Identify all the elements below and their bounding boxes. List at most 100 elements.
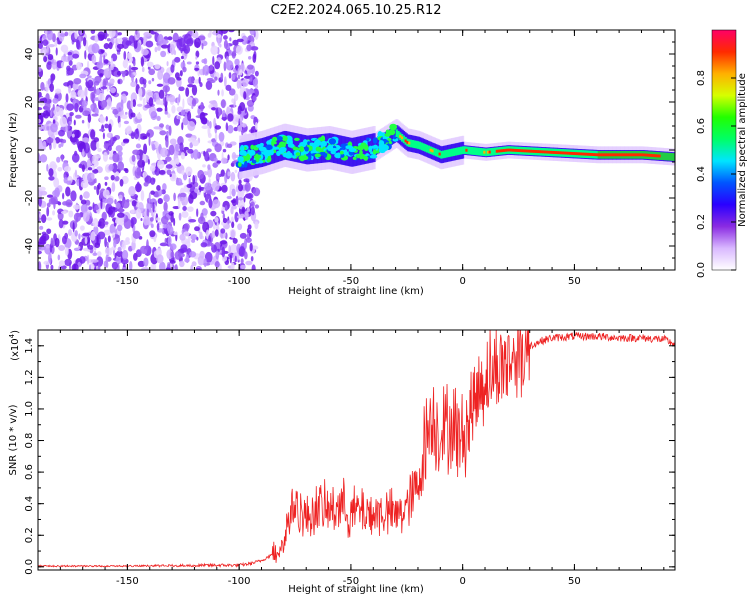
- spectrogram-noise-cell: [90, 30, 96, 34]
- spectrogram-ridge-peak: [629, 153, 633, 157]
- spectrogram-ridge-peak: [585, 152, 588, 156]
- spectrogram-noise-cell: [81, 100, 88, 107]
- spectrogram-noise-cell: [151, 77, 155, 82]
- spectrogram-noise-cell: [235, 45, 243, 55]
- spectrogram-noise-cell: [116, 51, 121, 55]
- spectrogram-noise-cell: [115, 219, 119, 224]
- spectrogram-noise-cell: [135, 30, 138, 35]
- spectrogram-noise-cell: [120, 257, 129, 265]
- spectrogram-ridge-peak: [551, 150, 554, 154]
- spectrogram-ridge-peak: [529, 149, 532, 153]
- spectrogram-ridge-peak: [504, 148, 507, 152]
- spectrogram-ridge-core: [662, 152, 665, 161]
- spectrogram-noise-cell: [130, 66, 139, 71]
- spectrogram-noise-cell: [162, 183, 167, 191]
- spectrogram-noise-cell: [167, 77, 176, 85]
- spectrogram-noise-cell: [138, 87, 143, 98]
- spectrogram-x-tick-label: -50: [343, 276, 359, 287]
- spectrogram-ridge-peak: [622, 153, 625, 157]
- spectrogram-noise-cell: [187, 83, 194, 88]
- snr-multiplier: (x104): [8, 330, 21, 361]
- snr-panel: -150 -100 -50 0 50 0.00.20.40.60.81.01.21.4 …: [8, 329, 676, 595]
- spectrogram-noise-cell: [198, 76, 201, 85]
- spectrogram-noise-cell: [55, 47, 58, 56]
- spectrogram-noise-cell: [162, 96, 166, 106]
- spectrogram-ridge-blob: [299, 155, 305, 162]
- figure-title: C2E2.2024.065.10.25.R12: [270, 3, 441, 18]
- spectrogram-ridge-peak: [617, 153, 620, 157]
- spectrogram-noise-cell: [207, 120, 210, 127]
- spectrogram-noise-cell: [175, 157, 180, 165]
- spectrogram-noise-cell: [46, 217, 53, 221]
- spectrogram-noise-cell: [244, 251, 248, 260]
- spectrogram-noise-cell: [64, 31, 69, 37]
- snr-y-ticks: 0.0 0.2 0.4 0.6 0.8 1.0 1.2 1.4: [24, 329, 675, 575]
- spectrogram-ridge-core: [672, 153, 675, 161]
- spectrogram-noise-cell: [97, 31, 105, 41]
- spectrogram-ridge-peak: [595, 153, 599, 157]
- spectrogram-noise-cell: [230, 244, 238, 255]
- spectrogram-y-tick-label: -20: [24, 190, 35, 206]
- spectrogram-noise-cell: [83, 191, 90, 199]
- spectrogram-ridge-peak: [558, 151, 561, 155]
- spectrogram-noise-cell: [195, 267, 201, 270]
- spectrogram-noise-cell: [145, 132, 151, 137]
- spectrogram-noise-cell: [80, 180, 89, 189]
- spectrogram-noise-cell: [92, 165, 95, 171]
- spectrogram-noise-cell: [192, 149, 199, 160]
- spectrogram-ridge-blob: [378, 140, 385, 147]
- spectrogram-noise-cell: [111, 182, 116, 193]
- spectrogram-noise-cell: [202, 64, 210, 76]
- spectrogram-noise-cell: [161, 39, 169, 45]
- spectrogram-noise-cell: [164, 237, 167, 245]
- spectrogram-noise-cell: [38, 186, 46, 192]
- spectrogram-noise-cell: [71, 263, 79, 270]
- spectrogram-noise-cell: [99, 73, 104, 78]
- spectrogram-noise-cell: [66, 103, 74, 111]
- spectrogram-noise-cell: [114, 175, 120, 182]
- spectrogram-noise-cell: [249, 242, 253, 252]
- spectrogram-ridge-blob: [281, 135, 288, 142]
- spectrogram-noise-cell: [149, 230, 156, 238]
- spectrogram-ridge-blob: [388, 140, 392, 145]
- spectrogram-noise-cell: [115, 256, 122, 265]
- spectrogram-ridge-peak: [547, 150, 550, 154]
- spectrogram-noise-cell: [66, 180, 72, 185]
- spectrogram-noise-cell: [66, 67, 74, 76]
- spectrogram-noise-cell: [222, 109, 226, 119]
- spectrogram-x-tick-label: 0: [459, 276, 465, 287]
- spectrogram-ridge-peak: [603, 153, 606, 157]
- spectrogram-ridge-peak: [513, 148, 516, 152]
- spectrogram-noise-cell: [153, 93, 157, 103]
- snr-x-tick-label: -100: [228, 576, 251, 587]
- svg-text:(x104): (x104): [8, 330, 21, 361]
- spectrogram-noise-cell: [243, 75, 252, 79]
- spectrogram-noise-cell: [102, 198, 108, 204]
- spectrogram-noise-cell: [140, 56, 145, 67]
- spectrogram-ridge-peak: [581, 152, 584, 156]
- spectrogram-noise-cell: [86, 159, 91, 168]
- spectrogram-noise-cell: [122, 240, 131, 245]
- spectrogram-noise-cell: [102, 151, 109, 162]
- spectrogram-noise-cell: [95, 88, 101, 96]
- spectrogram-noise-cell: [229, 254, 232, 264]
- spectrogram-noise-cell: [178, 260, 185, 268]
- spectrogram-noise-cell: [121, 114, 128, 120]
- spectrogram-ridge-band: [286, 131, 289, 161]
- spectrogram-noise-cell: [108, 41, 113, 50]
- spectrogram-ridge-peak: [637, 153, 640, 157]
- spectrogram-noise-cell: [215, 250, 220, 260]
- spectrogram-noise-cell: [69, 135, 78, 143]
- spectrogram-noise-cell: [239, 78, 242, 89]
- spectrogram-noise-cell: [234, 255, 237, 263]
- spectrogram-noise-cell: [227, 171, 231, 177]
- spectrogram-ridge-blob: [319, 151, 325, 156]
- spectrogram-noise-cell: [80, 199, 87, 205]
- spectrogram-ridge-peak: [501, 149, 504, 153]
- spectrogram-ridge-blob: [358, 152, 364, 160]
- spectrogram-noise-cell: [97, 147, 102, 153]
- spectrogram-noise-cell: [159, 261, 166, 270]
- spectrogram-noise-cell: [109, 223, 116, 235]
- spectrogram-noise-cell: [38, 152, 41, 163]
- spectrogram-noise-cell: [63, 177, 68, 184]
